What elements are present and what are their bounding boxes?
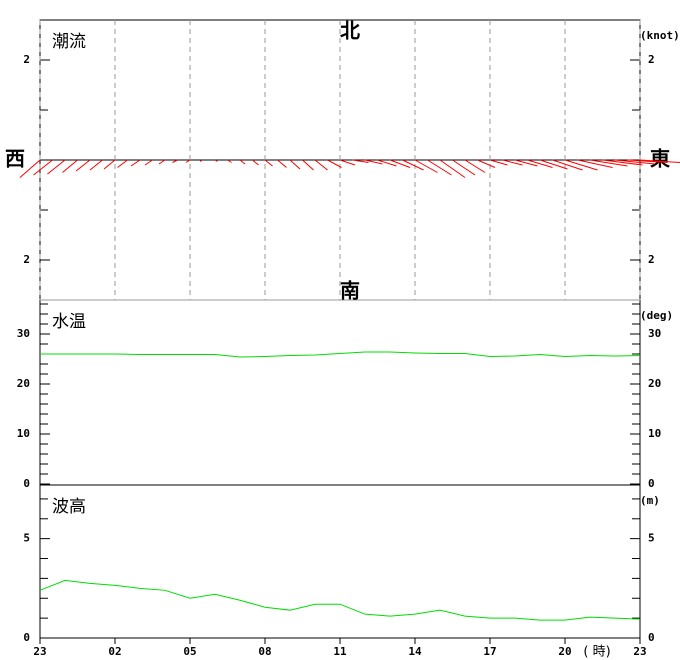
panel-title: 波高 xyxy=(52,497,86,517)
vector xyxy=(289,159,301,170)
x-tick-label: 20 xyxy=(558,645,571,658)
direction-label: 東 xyxy=(650,147,670,171)
y-tick-label: 2 xyxy=(648,253,655,266)
y-tick-label: 5 xyxy=(23,532,30,545)
vector xyxy=(614,159,656,165)
vector xyxy=(552,159,583,171)
vector xyxy=(639,159,680,163)
x-tick-label: 23 xyxy=(633,645,646,658)
vector xyxy=(47,159,66,175)
vector xyxy=(103,159,116,170)
vector xyxy=(327,159,342,168)
vector xyxy=(117,159,128,168)
line xyxy=(39,579,641,621)
vector xyxy=(75,159,91,172)
vector xyxy=(477,159,496,168)
vector xyxy=(389,159,411,168)
y-tick-label: 0 xyxy=(648,477,655,490)
vector xyxy=(172,159,178,163)
vector xyxy=(602,159,643,166)
vector xyxy=(62,159,78,173)
x-tick-label: 02 xyxy=(108,645,121,658)
vector xyxy=(364,159,383,165)
x-tick-label: 11 xyxy=(333,645,347,658)
direction-label: 南 xyxy=(340,279,360,303)
vector xyxy=(514,159,538,167)
line xyxy=(40,351,641,358)
vector xyxy=(33,159,53,176)
x-axis-label: ( 時) xyxy=(583,645,610,660)
y-tick-label: 2 xyxy=(648,53,655,66)
y-tick-label: 0 xyxy=(23,631,30,644)
y-tick-label: 30 xyxy=(648,327,661,340)
panel-title: 潮流 xyxy=(52,32,86,52)
x-tick-label: 23 xyxy=(33,645,46,658)
y-tick-label: 2 xyxy=(23,253,30,266)
vector xyxy=(414,159,438,173)
vector xyxy=(314,159,328,171)
vector xyxy=(252,159,259,166)
y-tick-label: 20 xyxy=(17,377,30,390)
vector xyxy=(89,159,103,171)
y-tick-label: 5 xyxy=(648,532,655,545)
vector xyxy=(352,159,369,163)
vector xyxy=(339,159,356,166)
vector xyxy=(589,159,628,167)
unit-label: (knot) xyxy=(640,29,680,42)
vector xyxy=(264,159,273,167)
vector xyxy=(577,159,613,168)
vector xyxy=(227,159,232,163)
vector xyxy=(427,159,452,176)
x-tick-label: 05 xyxy=(183,645,196,658)
vector xyxy=(452,159,476,176)
vector xyxy=(627,159,668,163)
vector xyxy=(214,159,218,162)
vector xyxy=(377,159,397,167)
vector xyxy=(564,159,598,171)
vector xyxy=(239,159,246,165)
y-tick-label: 0 xyxy=(23,477,30,490)
vector xyxy=(158,159,166,165)
vector xyxy=(277,159,287,168)
y-tick-label: 30 xyxy=(17,327,30,340)
y-tick-label: 0 xyxy=(648,631,655,644)
x-tick-label: 08 xyxy=(258,645,271,658)
direction-label: 北 xyxy=(340,19,360,43)
vector xyxy=(302,159,314,171)
vector xyxy=(489,159,508,166)
vector xyxy=(130,159,141,167)
vector xyxy=(439,159,466,178)
vector xyxy=(502,159,523,166)
vector xyxy=(199,159,203,162)
y-tick-label: 20 xyxy=(648,377,661,390)
y-tick-label: 10 xyxy=(648,427,661,440)
vector xyxy=(527,159,553,168)
y-tick-label: 2 xyxy=(23,53,30,66)
unit-label: (deg) xyxy=(640,309,673,322)
vector xyxy=(464,159,486,173)
vector xyxy=(144,159,153,166)
y-tick-label: 10 xyxy=(17,427,30,440)
direction-label: 西 xyxy=(5,147,25,171)
vector xyxy=(185,159,191,163)
vector xyxy=(539,159,568,170)
x-tick-label: 14 xyxy=(408,645,422,658)
unit-label: (m) xyxy=(640,494,660,507)
vector xyxy=(19,159,41,178)
vector xyxy=(402,159,424,171)
x-tick-label: 17 xyxy=(483,645,496,658)
panel-title: 水温 xyxy=(52,312,86,332)
